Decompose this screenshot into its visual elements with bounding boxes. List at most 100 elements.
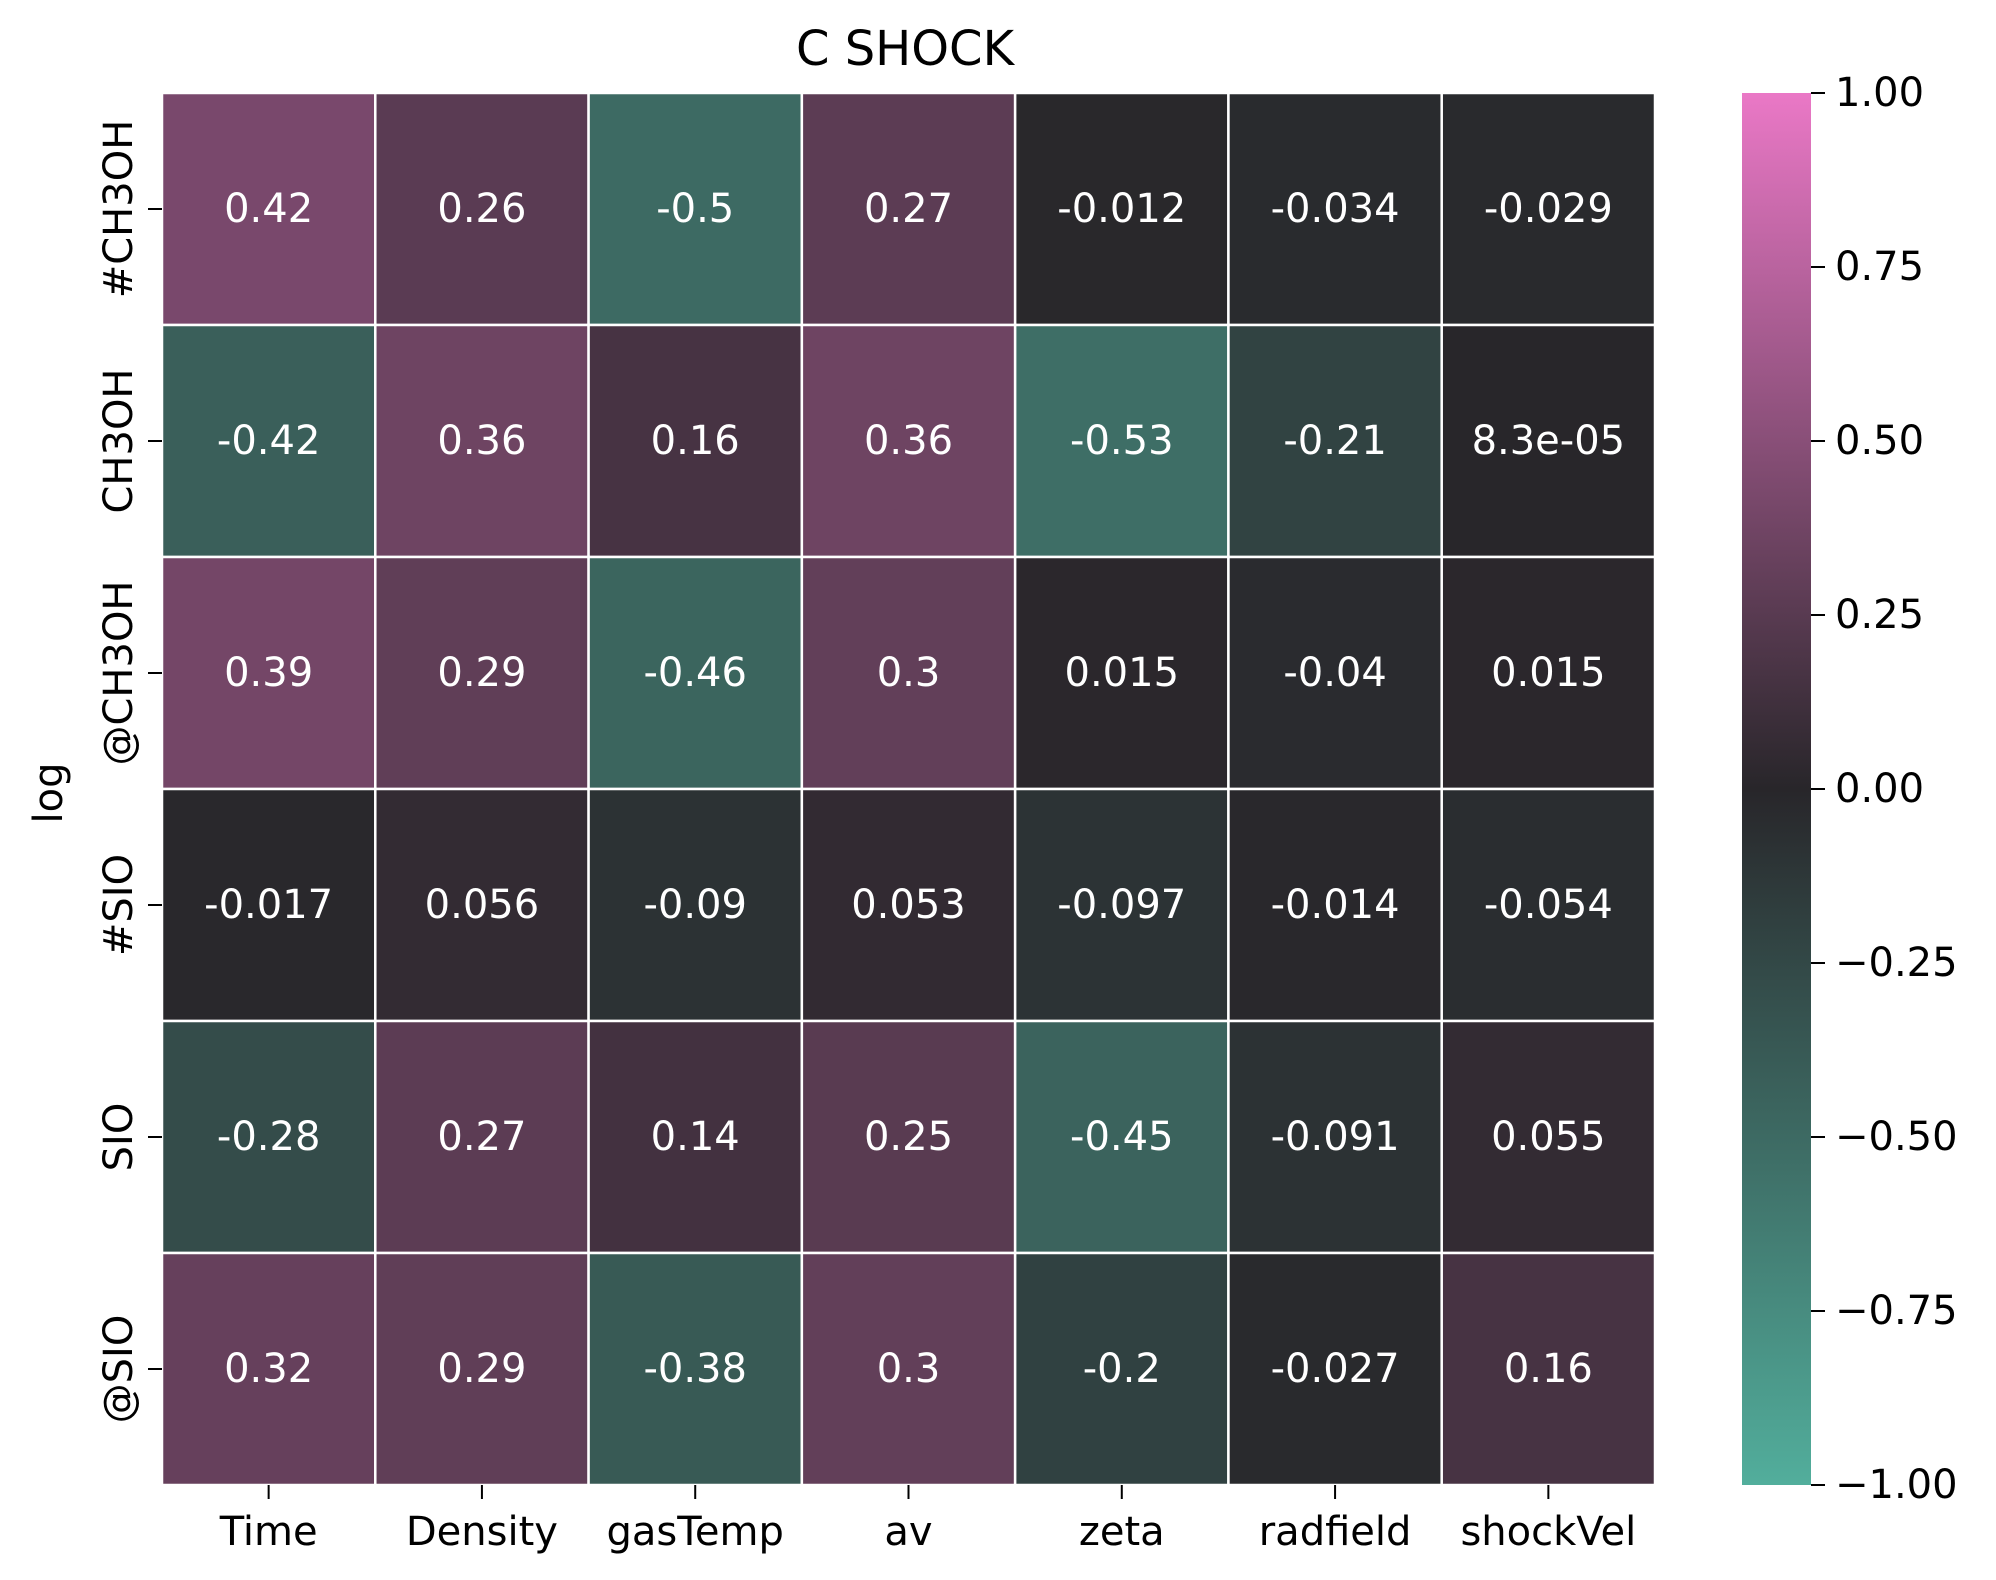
heatmap-cell (1440, 323, 1657, 559)
cell-value-label: -0.09 (643, 882, 747, 928)
cell-value-label: 0.16 (1504, 1346, 1593, 1392)
colorbar-tick-label: 0.25 (1835, 592, 1924, 638)
cell-value-label: 0.32 (224, 1346, 313, 1392)
heatmap-cell (1013, 555, 1230, 791)
y-tick-label: CH3OH (96, 368, 142, 513)
heatmap-cell (1013, 91, 1230, 327)
heatmap-cell (587, 1019, 804, 1255)
y-axis: #CH3OH CH3OH @CH3OH #SIO SIO @SIO (96, 120, 162, 1424)
cell-value-label: -0.28 (217, 1114, 321, 1160)
cell-value-label: -0.012 (1057, 186, 1186, 232)
heatmap-cell (374, 787, 590, 1023)
heatmap-cell (160, 91, 377, 327)
cell-value-label: 0.27 (437, 1114, 526, 1160)
colorbar-tick-label: 0.50 (1835, 418, 1924, 464)
cell-value-label: -0.017 (204, 882, 333, 928)
heatmap-cell (1227, 323, 1443, 559)
x-tick-label: zeta (1079, 1509, 1165, 1555)
y-tick-label: @CH3OH (96, 580, 142, 765)
colorbar-tick-label: 0.75 (1835, 244, 1924, 290)
cell-value-label: 0.3 (877, 650, 941, 696)
colorbar-tick-label: 0.00 (1835, 766, 1924, 812)
heatmap-cell (1440, 1251, 1657, 1487)
colorbar-tick-label: 1.00 (1835, 70, 1924, 116)
cell-value-label: 0.36 (437, 418, 526, 464)
heatmap-cell (587, 323, 804, 559)
colorbar-tick-label: −0.50 (1835, 1114, 1958, 1160)
cell-value-label: -0.46 (643, 650, 747, 696)
cell-value-label: -0.5 (656, 186, 734, 232)
heatmap-cell (160, 1251, 377, 1487)
cell-value-label: 0.26 (437, 186, 526, 232)
y-tick-label: @SIO (96, 1315, 142, 1424)
cell-value-label: -0.091 (1271, 1114, 1400, 1160)
colorbar-tick-label: −0.25 (1835, 940, 1958, 986)
cell-value-label: 0.27 (864, 186, 953, 232)
cell-value-label: 8.3e-05 (1472, 418, 1626, 464)
cell-value-label: 0.3 (877, 1346, 941, 1392)
cell-value-label: 0.36 (864, 418, 953, 464)
cell-value-label: 0.015 (1065, 650, 1180, 696)
cell-value-label: -0.04 (1283, 650, 1387, 696)
cell-value-label: -0.38 (643, 1346, 747, 1392)
y-tick-label: SIO (96, 1103, 142, 1172)
cell-value-label: 0.29 (437, 1346, 526, 1392)
cell-value-label: -0.027 (1271, 1346, 1400, 1392)
heatmap-cell (800, 91, 1017, 327)
colorbar (1742, 93, 1811, 1485)
x-tick-label: Time (219, 1509, 318, 1555)
heatmap-cell (1227, 787, 1443, 1023)
cell-value-label: -0.097 (1057, 882, 1186, 928)
cell-value-label: 0.053 (851, 882, 966, 928)
colorbar-tick-label: −0.75 (1835, 1288, 1958, 1334)
y-axis-label: log (26, 763, 72, 824)
cell-value-label: 0.14 (651, 1114, 740, 1160)
cell-value-label: -0.2 (1083, 1346, 1161, 1392)
cell-value-label: -0.21 (1283, 418, 1387, 464)
heatmap-cell (160, 1019, 377, 1255)
heatmap-cell-labels: 0.42 0.26 -0.5 0.27 -0.012 -0.034 -0.029 -0.42 0… (204, 186, 1625, 1392)
y-tick-label: #CH3OH (96, 120, 142, 299)
x-tick-label: av (884, 1509, 932, 1555)
cell-value-label: 0.42 (224, 186, 313, 232)
heatmap-cell (587, 555, 804, 791)
heatmap-cell (1013, 1251, 1230, 1487)
cell-value-label: 0.056 (425, 882, 540, 928)
colorbar-ticks: 1.00 0.75 0.50 0.25 0.00 −0.25 −0.50 −0.75 −1.00 (1811, 70, 1958, 1508)
cell-value-label: 0.16 (651, 418, 740, 464)
chart-title: C SHOCK (796, 21, 1016, 77)
heatmap-cell (1227, 555, 1443, 791)
cell-value-label: -0.014 (1271, 882, 1400, 928)
heatmap-cell (374, 91, 590, 327)
x-axis: Time Density gasTemp av zeta radfield shockVel (219, 1485, 1636, 1555)
heatmap-cell (374, 555, 590, 791)
cell-value-label: 0.015 (1491, 650, 1606, 696)
x-tick-label: shockVel (1460, 1509, 1636, 1555)
heatmap-cell (800, 1251, 1017, 1487)
heatmap-cell (374, 1251, 590, 1487)
x-tick-label: Density (406, 1509, 558, 1555)
cell-value-label: 0.055 (1491, 1114, 1606, 1160)
colorbar-tick-label: −1.00 (1835, 1462, 1958, 1508)
cell-value-label: -0.054 (1484, 882, 1613, 928)
y-tick-label: #SIO (96, 854, 142, 956)
heatmap-cell (587, 91, 804, 327)
heatmap-cell (1440, 555, 1657, 791)
heatmap-cell (1013, 323, 1230, 559)
x-tick-label: gasTemp (607, 1509, 784, 1555)
cell-value-label: -0.034 (1271, 186, 1400, 232)
cell-value-label: -0.029 (1484, 186, 1613, 232)
heatmap-cell (160, 555, 377, 791)
x-tick-label: radfield (1259, 1509, 1412, 1555)
cell-value-label: -0.42 (217, 418, 321, 464)
heatmap-cell (160, 787, 377, 1023)
heatmap-cell (1227, 91, 1443, 327)
cell-value-label: 0.29 (437, 650, 526, 696)
heatmap-cell (1440, 787, 1657, 1023)
cell-value-label: -0.45 (1070, 1114, 1174, 1160)
heatmap-cell (800, 787, 1017, 1023)
cell-value-label: 0.25 (864, 1114, 953, 1160)
heatmap-cells (160, 91, 1657, 1487)
cell-value-label: 0.39 (224, 650, 313, 696)
